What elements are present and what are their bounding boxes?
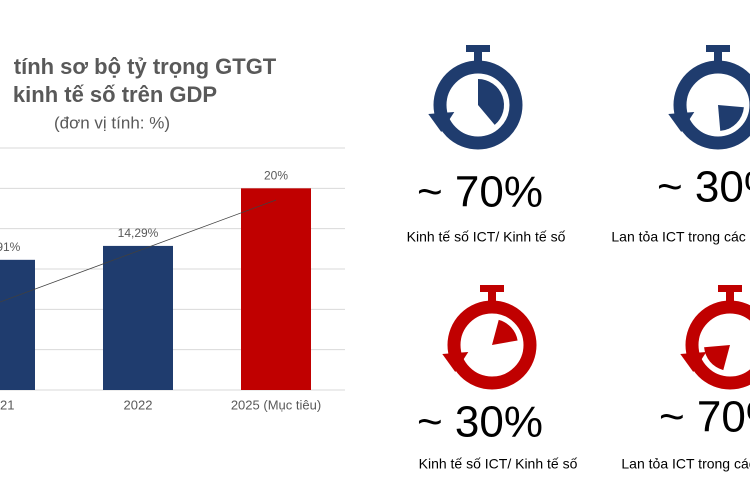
icon-arrow	[428, 111, 455, 132]
icon-ring	[685, 300, 750, 390]
trend-line	[0, 199, 277, 303]
stat-value: ~ 30%	[657, 163, 750, 212]
chart-subtitle: (đơn vị tính: %)	[54, 113, 170, 132]
stat-value: ~ 70%	[417, 168, 543, 217]
icon-knob	[718, 285, 742, 292]
chart-title: tính sơ bộ tỷ trọng GTGT	[14, 54, 277, 79]
stat-value: ~ 70%	[659, 393, 750, 442]
stopwatch-icon	[668, 45, 750, 150]
x-tick-label: 2021	[0, 397, 14, 412]
chart-title: kinh tế số trên GDP	[13, 82, 217, 107]
x-tick-label: 2025 (Mục tiêu)	[231, 397, 321, 412]
icon-ring	[673, 60, 750, 150]
value-label: 14,29%	[118, 226, 159, 240]
stat-label: Lan tỏa ICT trong các ngành	[611, 229, 750, 245]
icon-sector	[478, 79, 504, 125]
icon-stem	[714, 50, 722, 62]
icon-sector	[492, 319, 518, 345]
stat-label: Kinh tế số ICT/ Kinh tế số	[407, 229, 566, 245]
value-label: 20%	[264, 169, 288, 183]
icon-ring	[447, 300, 537, 390]
icon-arrow	[442, 351, 469, 372]
icon-ring	[433, 60, 523, 150]
icon-arrow	[668, 111, 695, 132]
icon-sector	[718, 105, 744, 131]
stopwatch-icon	[442, 285, 537, 390]
stopwatch-icon	[680, 285, 750, 390]
bar	[0, 259, 35, 390]
stat-value: ~ 30%	[417, 398, 543, 447]
icon-sector	[704, 345, 730, 371]
icon-stem	[488, 290, 496, 302]
stat-label: Kinh tế số ICT/ Kinh tế số	[419, 456, 578, 472]
icon-knob	[480, 285, 504, 292]
stopwatch-icon	[428, 45, 523, 150]
bar	[103, 245, 173, 390]
stat-label: Lan tỏa ICT trong các ngành	[621, 456, 750, 472]
icon-arrow	[680, 351, 707, 372]
icon-stem	[474, 50, 482, 62]
x-tick-label: 2022	[124, 397, 153, 412]
icon-stem	[726, 290, 734, 302]
value-label: 12,91%	[0, 240, 21, 254]
icon-knob	[706, 45, 730, 52]
bar	[241, 188, 311, 390]
icon-knob	[466, 45, 490, 52]
